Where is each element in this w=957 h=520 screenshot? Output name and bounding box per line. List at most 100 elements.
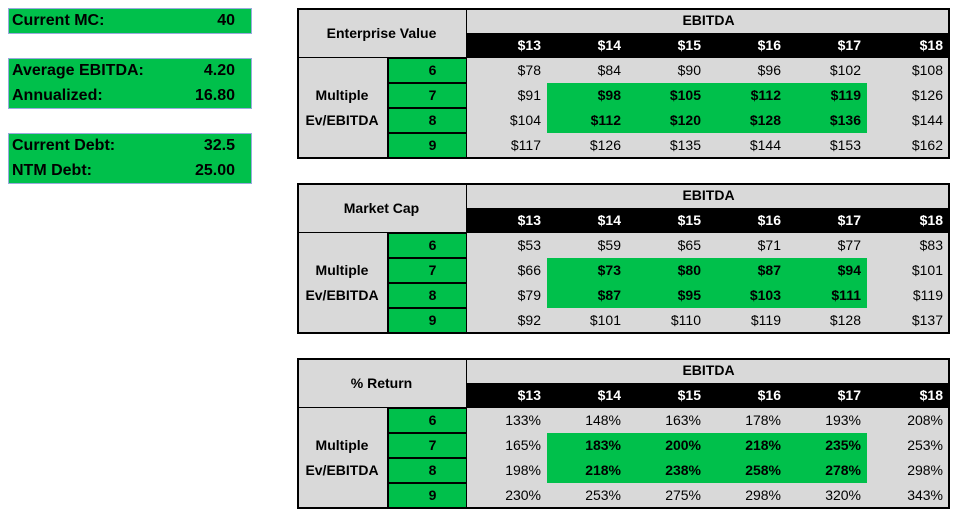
column-header: $14: [597, 37, 621, 53]
multiple-cell: 7: [388, 83, 467, 108]
value-cell: $91: [517, 87, 541, 103]
column-header: $15: [677, 212, 701, 228]
header-band: [467, 33, 950, 58]
value-cell: $79: [517, 287, 541, 303]
title-cell: Enterprise Value: [297, 8, 467, 58]
value-cell: 163%: [665, 412, 701, 428]
row-label: Multiple: [315, 437, 369, 453]
column-header: $14: [597, 212, 621, 228]
value-cell: 320%: [825, 487, 861, 503]
value-cell: $105: [669, 87, 701, 103]
info-label: NTM Debt:: [12, 162, 92, 179]
value-cell: $90: [677, 62, 701, 78]
value-cell: $104: [509, 112, 541, 128]
column-header: $17: [837, 387, 861, 403]
column-header: $15: [677, 37, 701, 53]
value-cell: $126: [911, 87, 943, 103]
column-header: $13: [517, 212, 541, 228]
value-cell: 258%: [745, 462, 781, 478]
highlight: [547, 83, 867, 133]
value-cell: 343%: [907, 487, 943, 503]
value-cell: $119: [750, 312, 781, 328]
row-label: Ev/EBITDA: [305, 462, 379, 478]
title-cell: Market Cap: [297, 183, 467, 233]
value-cell: $128: [829, 312, 861, 328]
column-header: $14: [597, 387, 621, 403]
value-cell: $65: [677, 237, 701, 253]
value-cell: 200%: [665, 437, 701, 453]
info-label: Current MC:: [12, 12, 105, 29]
column-header: $18: [919, 212, 943, 228]
value-cell: $84: [597, 62, 621, 78]
value-cell: $128: [749, 112, 781, 128]
multiple-cell: 8: [388, 458, 467, 483]
multiple-cell: 9: [388, 483, 467, 508]
column-header: $16: [757, 37, 781, 53]
row-label: Ev/EBITDA: [305, 112, 379, 128]
info-box: [8, 133, 252, 184]
header-band: [467, 208, 950, 233]
value-cell: $103: [749, 287, 781, 303]
value-cell: $77: [837, 237, 861, 253]
value-cell: $98: [597, 87, 621, 103]
value-cell: 218%: [745, 437, 781, 453]
multiple-cell: 8: [388, 108, 467, 133]
value-cell: $95: [677, 287, 701, 303]
value-cell: $94: [837, 262, 861, 278]
value-cell: $53: [517, 237, 541, 253]
info-value: 25.00: [194, 162, 235, 179]
value-cell: $144: [911, 112, 943, 128]
value-cell: 193%: [825, 412, 861, 428]
column-header: $15: [677, 387, 701, 403]
value-cell: 198%: [505, 462, 541, 478]
highlight: [547, 258, 867, 308]
label-column: [297, 408, 388, 509]
row-label: Multiple: [315, 262, 369, 278]
value-cell: $87: [597, 287, 621, 303]
column-header: $18: [919, 37, 943, 53]
column-header: $13: [517, 37, 541, 53]
info-label: Average EBITDA:: [12, 62, 144, 79]
value-cell: $96: [757, 62, 781, 78]
title-cell: % Return: [297, 358, 467, 408]
row-label: Ev/EBITDA: [305, 287, 379, 303]
value-cell: 298%: [907, 462, 943, 478]
column-header: $13: [517, 387, 541, 403]
multiple-cell: 6: [388, 408, 467, 433]
info-value: 40: [217, 12, 235, 29]
value-cell: 148%: [585, 412, 621, 428]
value-cell: 253%: [907, 437, 943, 453]
info-label: Annualized:: [12, 87, 103, 104]
label-column: [297, 58, 388, 159]
value-cell: $87: [757, 262, 781, 278]
column-header: $16: [757, 212, 781, 228]
column-header: $17: [837, 212, 861, 228]
header-cell: EBITDA: [682, 187, 735, 203]
value-cell: $162: [911, 137, 943, 153]
value-cell: 165%: [505, 437, 541, 453]
multiple-cell: 6: [388, 233, 467, 258]
value-cell: $135: [669, 137, 701, 153]
value-cell: 298%: [745, 487, 781, 503]
value-cell: $112: [590, 112, 621, 128]
value-cell: $71: [757, 237, 781, 253]
value-cell: $108: [911, 62, 943, 78]
info-value: 16.80: [194, 87, 235, 104]
value-cell: 183%: [585, 437, 621, 453]
value-cell: $117: [510, 137, 541, 153]
multiple-cell: 7: [388, 258, 467, 283]
value-cell: $120: [669, 112, 701, 128]
value-cell: $126: [589, 137, 621, 153]
value-cell: $144: [749, 137, 781, 153]
value-cell: $119: [912, 287, 943, 303]
info-label: Current Debt:: [12, 137, 116, 154]
value-cell: 218%: [585, 462, 621, 478]
value-cell: $112: [750, 87, 781, 103]
info-box: [8, 58, 252, 109]
value-cell: $92: [517, 312, 541, 328]
value-cell: $73: [597, 262, 621, 278]
header-band: [467, 383, 950, 408]
column-header: $16: [757, 387, 781, 403]
value-cell: $101: [589, 312, 621, 328]
